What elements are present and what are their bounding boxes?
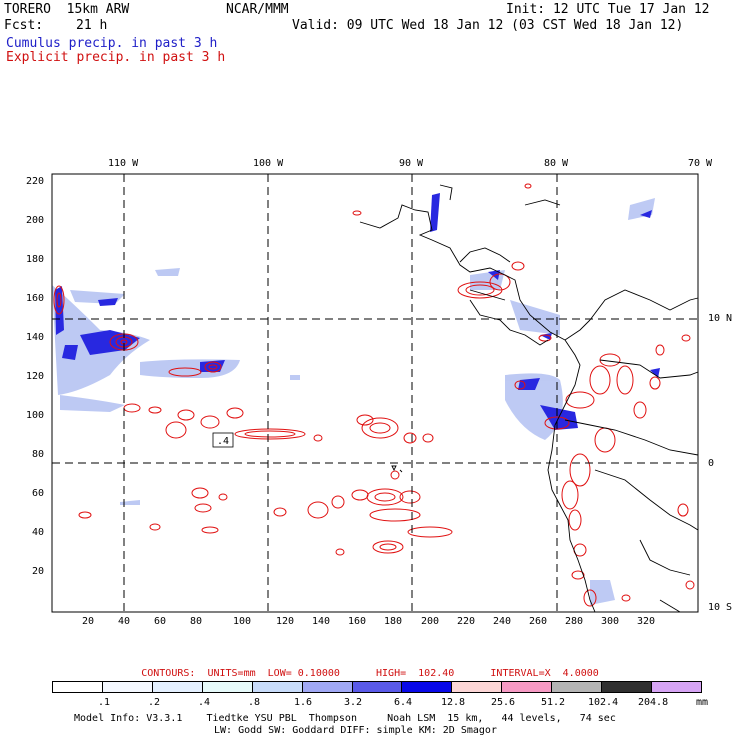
x-tick: 220 — [457, 616, 476, 627]
lat-tick: 10 S — [708, 602, 733, 613]
y-tick: 120 — [26, 371, 45, 382]
lon-tick: 80 W — [544, 158, 569, 169]
model-physics: LW: Godd SW: Goddard DIFF: simple KM: 2D… — [214, 725, 497, 736]
x-tick: 40 — [118, 616, 131, 627]
x-tick: 160 — [348, 616, 367, 627]
legend-swatch — [552, 682, 603, 692]
cumulus-light — [52, 198, 655, 605]
contour-label-box — [212, 432, 234, 448]
x-tick: 260 — [529, 616, 548, 627]
graticule — [52, 174, 698, 612]
y-tick: 40 — [32, 527, 45, 538]
legend-swatch — [252, 682, 303, 692]
model-info: Model Info: V3.3.1 Tiedtke YSU PBL Thomp… — [74, 713, 616, 724]
legend-label: 204.8 — [638, 697, 669, 708]
forecast-hour: 21 h — [76, 18, 108, 33]
legend-label: 51.2 — [541, 697, 566, 708]
legend-label: .2 — [148, 697, 161, 708]
lat-tick: 0 — [708, 458, 715, 469]
lon-tick: 100 W — [253, 158, 284, 169]
legend-label: .1 — [98, 697, 111, 708]
explicit-contours — [53, 183, 695, 607]
y-tick: 200 — [26, 215, 45, 226]
legend-label: 102.4 — [588, 697, 619, 708]
legend-colorbar — [52, 681, 702, 693]
lat-tick: 10 N — [708, 313, 733, 324]
model-title: TORERO 15km ARW — [4, 2, 130, 17]
legend-swatch — [302, 682, 353, 692]
y-tick: 160 — [26, 293, 45, 304]
y-tick: 220 — [26, 176, 45, 187]
x-tick: 240 — [493, 616, 512, 627]
lon-tick: 110 W — [108, 158, 139, 169]
x-tick: 180 — [384, 616, 403, 627]
contour-info: CONTOURS: UNITS=mm LOW= 0.10000 HIGH= 10… — [141, 668, 599, 679]
y-tick: 140 — [26, 332, 45, 343]
legend-swatch — [452, 682, 503, 692]
legend-swatch — [652, 682, 701, 692]
y-tick: 20 — [32, 566, 45, 577]
init-time: Init: 12 UTC Tue 17 Jan 12 — [506, 2, 710, 17]
legend-label: .4 — [198, 697, 211, 708]
y-tick: 60 — [32, 488, 45, 499]
cumulus-legend: Cumulus precip. in past 3 h — [6, 36, 218, 51]
contour-label: .4 — [217, 436, 229, 447]
org-label: NCAR/MMM — [226, 2, 289, 17]
explicit-legend: Explicit precip. in past 3 h — [6, 50, 226, 65]
lon-tick: 70 W — [688, 158, 713, 169]
x-tick: 280 — [565, 616, 584, 627]
x-tick: 60 — [154, 616, 167, 627]
legend-swatch — [202, 682, 253, 692]
legend-units: mm — [696, 697, 709, 708]
x-tick: 20 — [82, 616, 95, 627]
legend-label: 3.2 — [344, 697, 363, 708]
legend-swatch — [352, 682, 403, 692]
legend-swatch — [502, 682, 553, 692]
x-tick: 300 — [601, 616, 620, 627]
x-tick: 120 — [276, 616, 295, 627]
legend-label: 12.8 — [441, 697, 466, 708]
legend-swatch — [53, 682, 103, 692]
forecast-label: Fcst: — [4, 18, 44, 33]
legend-swatch — [402, 682, 453, 692]
y-tick: 180 — [26, 254, 45, 265]
valid-time: Valid: 09 UTC Wed 18 Jan 12 (03 CST Wed … — [292, 18, 684, 33]
map-frame — [51, 173, 699, 613]
legend-label: 6.4 — [394, 697, 413, 708]
legend-label: .8 — [248, 697, 261, 708]
lon-tick: 90 W — [399, 158, 424, 169]
y-tick: 100 — [26, 410, 45, 421]
x-tick: 320 — [637, 616, 656, 627]
legend-swatch — [602, 682, 653, 692]
x-tick: 140 — [312, 616, 331, 627]
x-tick: 80 — [190, 616, 203, 627]
y-tick: 80 — [32, 449, 45, 460]
x-tick: 200 — [421, 616, 440, 627]
x-tick: 100 — [233, 616, 252, 627]
legend-label: 1.6 — [294, 697, 313, 708]
legend-swatch — [152, 682, 203, 692]
coastlines — [359, 184, 699, 613]
legend-label: 25.6 — [491, 697, 516, 708]
legend-swatch — [102, 682, 153, 692]
